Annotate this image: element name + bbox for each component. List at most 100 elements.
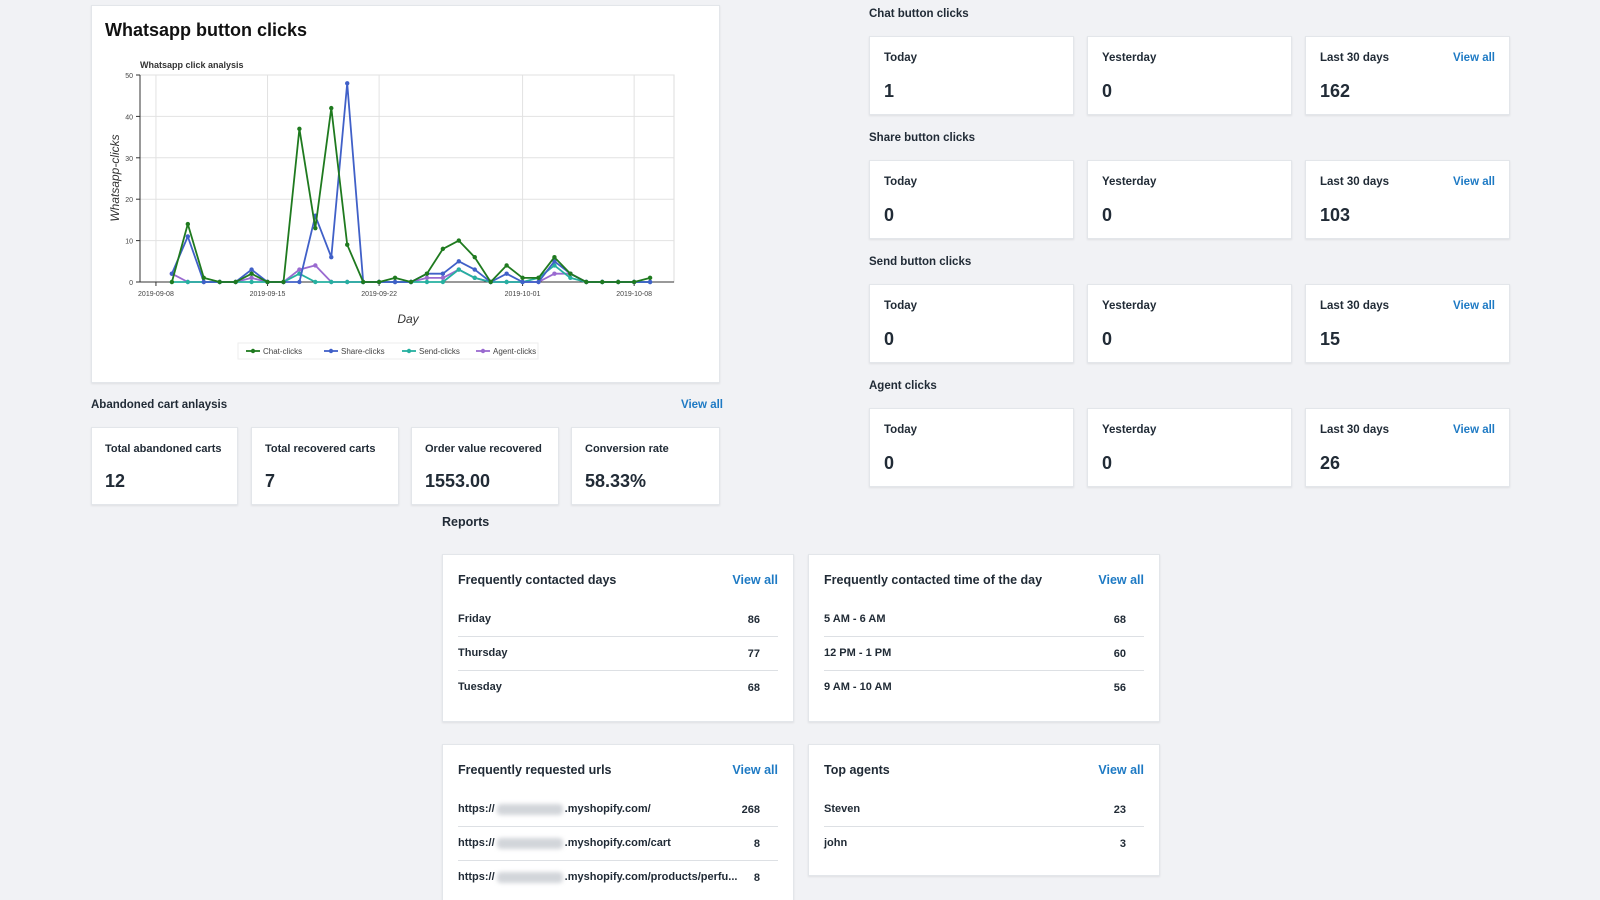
report-card-top-agents: Top agents View all Steven 23 john 3 — [808, 744, 1160, 876]
data-point — [424, 271, 430, 276]
data-point — [504, 263, 509, 268]
data-point — [488, 279, 493, 285]
report-row: https:// .myshopify.com/cart 8 — [458, 827, 778, 861]
report-row-label: Tuesday — [458, 681, 502, 693]
stat-value: 26 — [1320, 453, 1341, 473]
report-view-all-link[interactable]: View all — [732, 763, 778, 777]
data-point — [568, 271, 573, 276]
reports-title: Reports — [442, 515, 490, 529]
data-point — [201, 275, 206, 281]
stat-label: Yesterday — [1102, 52, 1157, 64]
x-tick-label: 2019-10-01 — [505, 291, 541, 298]
data-point — [552, 271, 557, 276]
data-point — [345, 279, 350, 285]
report-title: Frequently requested urls — [458, 763, 612, 777]
data-point — [376, 279, 382, 285]
report-row: Thursday 77 — [458, 637, 778, 671]
report-row-label: 9 AM - 10 AM — [824, 681, 892, 693]
ab-value: 12 — [105, 471, 126, 491]
report-row-label[interactable]: https:// .myshopify.com/ — [458, 803, 651, 815]
whatsapp-chart-card: Whatsapp button clicks Whatsapp click an… — [91, 5, 720, 383]
y-tick-label: 30 — [125, 156, 133, 163]
x-tick-label: 2019-09-22 — [361, 291, 397, 298]
stat-group-title: Chat button clicks — [869, 8, 969, 20]
stat-card-yesterday: Yesterday 0 — [1087, 36, 1292, 115]
report-list: Steven 23 john 3 — [824, 793, 1144, 861]
report-row-label: john — [824, 837, 848, 849]
report-row-label[interactable]: https:// .myshopify.com/products/perfu... — [458, 871, 737, 883]
data-point — [249, 279, 254, 285]
stat-label: Last 30 days — [1320, 300, 1390, 312]
stat-group-title: Send button clicks — [869, 256, 972, 268]
x-tick-label: 2019-10-08 — [616, 291, 652, 298]
data-point — [504, 279, 509, 285]
data-point — [201, 279, 206, 285]
stat-label: Today — [884, 424, 918, 436]
legend-label: Chat-clicks — [263, 347, 302, 356]
report-row-count: 23 — [1113, 804, 1126, 816]
data-point — [297, 126, 302, 132]
data-point — [472, 267, 477, 272]
data-point — [631, 279, 637, 285]
redacted-domain — [496, 837, 563, 849]
report-row-count: 268 — [741, 804, 760, 816]
x-tick-label: 2019-09-08 — [138, 291, 174, 298]
data-point — [647, 279, 653, 285]
data-point — [552, 259, 557, 264]
data-point — [392, 279, 398, 285]
report-view-all-link[interactable]: View all — [1098, 763, 1144, 777]
y-tick-label: 40 — [125, 114, 133, 121]
data-point — [456, 259, 462, 264]
url-prefix: https:// — [458, 837, 495, 849]
report-view-all-link[interactable]: View all — [732, 573, 778, 587]
y-tick-label: 10 — [125, 239, 133, 246]
ab-card-total-abandoned: Total abandoned carts 12 — [91, 427, 238, 505]
ab-label: Conversion rate — [585, 443, 669, 455]
report-title: Frequently contacted time of the day — [824, 573, 1043, 587]
stat-group-title: Share button clicks — [869, 132, 976, 144]
abandoned-view-all-link[interactable]: View all — [681, 399, 723, 411]
report-row-count: 86 — [747, 614, 760, 626]
stat-card-yesterday: Yesterday 0 — [1087, 408, 1292, 487]
data-point — [472, 254, 477, 260]
stat-view-all-link[interactable]: View all — [1453, 424, 1495, 436]
report-row-label: Thursday — [458, 647, 508, 659]
report-row-count: 8 — [753, 872, 760, 884]
ab-card-total-recovered: Total recovered carts 7 — [251, 427, 399, 505]
plot-frame — [139, 74, 675, 283]
url-suffix: .myshopify.com/cart — [564, 837, 671, 849]
report-row: 5 AM - 6 AM 68 — [824, 603, 1144, 637]
stat-value: 162 — [1320, 81, 1351, 101]
stat-view-all-link[interactable]: View all — [1453, 176, 1495, 188]
chart-card-title: Whatsapp button clicks — [105, 20, 308, 40]
stat-view-all-link[interactable]: View all — [1453, 52, 1495, 64]
report-row-label[interactable]: https:// .myshopify.com/cart — [458, 837, 671, 849]
report-row: Friday 86 — [458, 603, 778, 637]
data-point — [249, 275, 254, 281]
report-row-count: 60 — [1113, 648, 1126, 660]
stat-view-all-link[interactable]: View all — [1453, 300, 1495, 312]
stat-value: 1 — [884, 81, 895, 101]
legend-label: Send-clicks — [419, 347, 460, 356]
report-title: Frequently contacted days — [458, 573, 617, 587]
stat-label: Today — [884, 300, 918, 312]
data-point — [329, 105, 334, 111]
report-row: Tuesday 68 — [458, 671, 778, 705]
data-point — [313, 279, 318, 285]
stat-label: Yesterday — [1102, 300, 1157, 312]
data-point — [520, 279, 525, 285]
stat-label: Yesterday — [1102, 424, 1157, 436]
data-point — [456, 267, 462, 272]
report-title: Top agents — [824, 763, 890, 777]
data-point — [440, 271, 446, 276]
report-view-all-link[interactable]: View all — [1098, 573, 1144, 587]
data-point — [584, 279, 589, 285]
url-prefix: https:// — [458, 803, 495, 815]
stat-label: Last 30 days — [1320, 176, 1390, 188]
ab-label: Total abandoned carts — [105, 443, 222, 455]
series-line-share-clicks — [171, 82, 651, 283]
data-point — [297, 279, 302, 285]
stat-value: 15 — [1320, 329, 1341, 349]
data-point — [440, 275, 446, 281]
stat-card-today: Today 0 — [869, 284, 1074, 363]
